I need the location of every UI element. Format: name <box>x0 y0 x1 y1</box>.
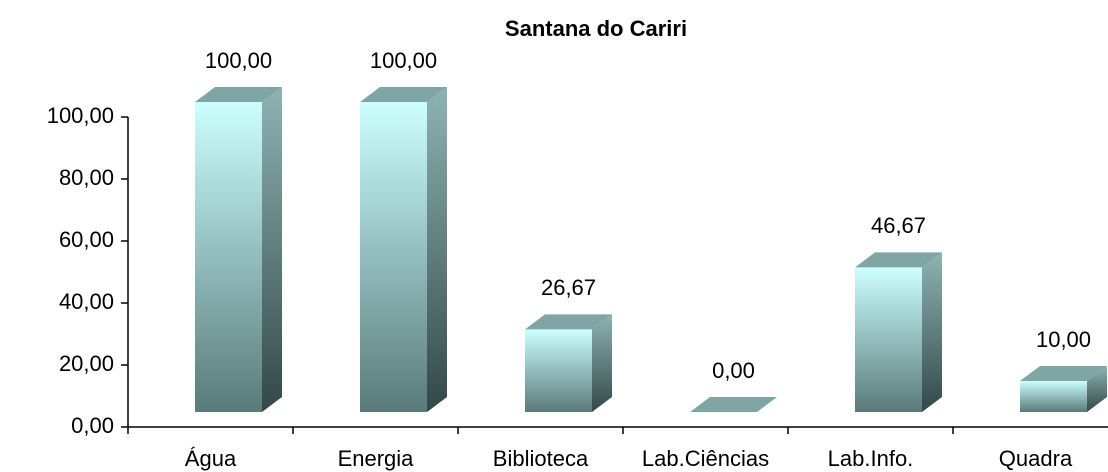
bar-side <box>1087 366 1107 412</box>
y-tick-label: 80,00 <box>59 165 114 190</box>
value-label: 100,00 <box>370 48 437 73</box>
bar-front <box>195 102 262 412</box>
bar-top <box>690 397 777 412</box>
value-label: 46,67 <box>871 213 926 238</box>
bar <box>690 397 777 412</box>
y-tick-label: 60,00 <box>59 227 114 252</box>
x-tick-label: Lab.Ciências <box>642 446 769 471</box>
bar-top <box>1020 366 1107 381</box>
y-tick-label: 100,00 <box>47 103 114 128</box>
bar-front <box>360 102 427 412</box>
value-label: 10,00 <box>1036 327 1091 352</box>
x-tick-label: Biblioteca <box>493 446 589 471</box>
bar-front <box>855 267 922 412</box>
bar-side <box>262 87 282 412</box>
value-label: 100,00 <box>205 48 272 73</box>
x-tick-label: Quadra <box>999 446 1073 471</box>
bar-side <box>592 314 612 412</box>
bar-front <box>1020 381 1087 412</box>
x-tick-label: Lab.Info. <box>828 446 914 471</box>
bar-top <box>360 87 447 102</box>
y-tick-label: 20,00 <box>59 351 114 376</box>
y-tick-label: 40,00 <box>59 289 114 314</box>
bar-top <box>855 252 942 268</box>
bar <box>855 252 942 412</box>
x-tick-label: Energia <box>338 446 415 471</box>
bar-side <box>922 252 942 412</box>
bar <box>195 87 282 412</box>
bar <box>1020 366 1107 412</box>
x-tick-label: Água <box>185 446 237 471</box>
bar <box>525 314 612 412</box>
chart-title: Santana do Cariri <box>505 16 687 41</box>
bar-top <box>195 87 282 102</box>
bar <box>360 87 447 412</box>
bar-front <box>525 329 592 412</box>
bar-side <box>427 87 447 412</box>
bar-top <box>525 314 612 330</box>
value-label: 26,67 <box>541 275 596 300</box>
value-label: 0,00 <box>712 358 755 383</box>
y-tick-label: 0,00 <box>71 413 114 438</box>
